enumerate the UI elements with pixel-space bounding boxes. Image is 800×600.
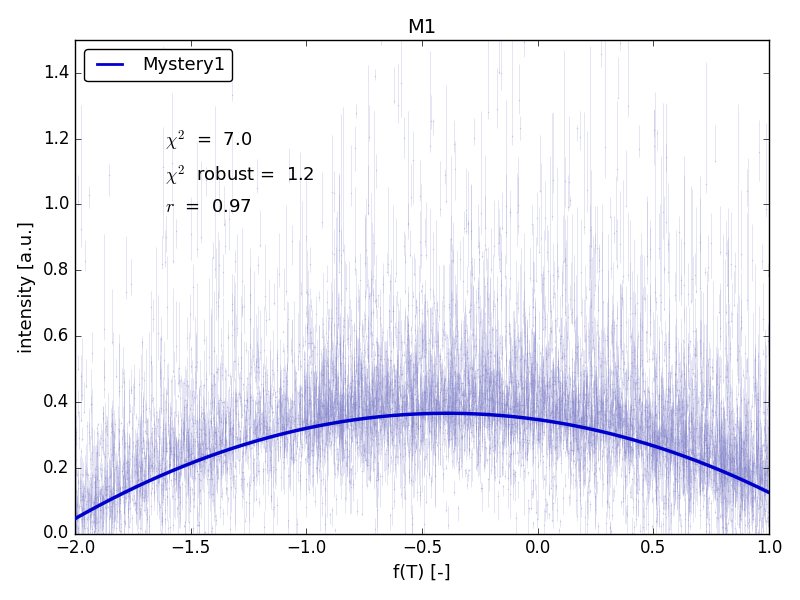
Legend: Mystery1: Mystery1 bbox=[84, 49, 232, 82]
Title: M1: M1 bbox=[407, 18, 437, 37]
Mystery1 bbox=[345, 417, 354, 424]
Line: Mystery1: Mystery1 bbox=[75, 413, 769, 518]
X-axis label: f(T) [-]: f(T) [-] bbox=[393, 564, 450, 582]
Text: $r$  =  0.97: $r$ = 0.97 bbox=[165, 198, 252, 216]
Mystery1 bbox=[508, 413, 518, 420]
Text: $\chi^2$  robust =  1.2: $\chi^2$ robust = 1.2 bbox=[165, 163, 314, 188]
Mystery1 bbox=[154, 473, 163, 480]
Text: $\chi^2$  =  7.0: $\chi^2$ = 7.0 bbox=[165, 129, 252, 153]
Mystery1 bbox=[442, 410, 452, 417]
Mystery1 bbox=[576, 424, 586, 431]
Mystery1 bbox=[573, 423, 582, 430]
Mystery1 bbox=[764, 489, 774, 496]
Mystery1 bbox=[70, 515, 80, 522]
Y-axis label: intensity [a.u.]: intensity [a.u.] bbox=[18, 221, 36, 353]
Mystery1 bbox=[296, 426, 306, 433]
